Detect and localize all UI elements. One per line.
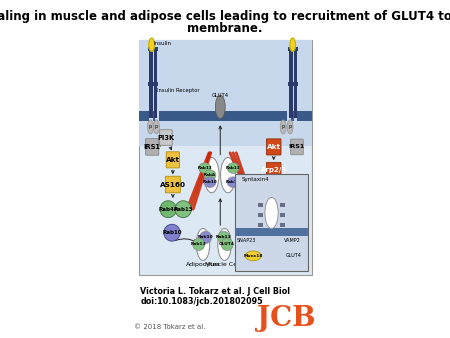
- FancyBboxPatch shape: [160, 130, 172, 145]
- Text: Rab13: Rab13: [226, 166, 240, 170]
- Bar: [288, 111, 291, 121]
- FancyBboxPatch shape: [266, 162, 281, 178]
- Text: Akt: Akt: [166, 157, 180, 163]
- Circle shape: [149, 38, 154, 51]
- Text: Munc18: Munc18: [243, 254, 263, 258]
- Text: p: p: [282, 124, 285, 129]
- Text: GLUT4: GLUT4: [212, 93, 229, 98]
- Bar: [257, 213, 264, 217]
- Circle shape: [280, 120, 286, 134]
- Circle shape: [287, 120, 293, 134]
- Text: Rab10: Rab10: [226, 180, 241, 184]
- Ellipse shape: [164, 224, 180, 241]
- Bar: [139, 40, 311, 275]
- FancyBboxPatch shape: [266, 187, 281, 203]
- FancyBboxPatch shape: [266, 139, 281, 155]
- Circle shape: [290, 38, 296, 51]
- Text: © 2018 Tokarz et al.: © 2018 Tokarz et al.: [134, 324, 206, 330]
- Text: Syntaxin4: Syntaxin4: [242, 177, 269, 182]
- Circle shape: [218, 228, 231, 261]
- Text: p: p: [288, 124, 292, 129]
- Ellipse shape: [245, 251, 261, 261]
- Text: Rab10: Rab10: [202, 180, 217, 184]
- Text: AS160: AS160: [160, 182, 186, 188]
- Ellipse shape: [193, 238, 205, 250]
- Circle shape: [215, 95, 225, 119]
- Ellipse shape: [160, 201, 176, 218]
- Text: GLUT4: GLUT4: [286, 254, 302, 258]
- Text: Rab13: Rab13: [191, 242, 207, 246]
- Text: PI3K: PI3K: [158, 135, 175, 141]
- Text: Adipocytes: Adipocytes: [186, 262, 220, 267]
- Text: VAMP2: VAMP2: [284, 238, 301, 243]
- Bar: [155, 111, 158, 121]
- Circle shape: [220, 158, 235, 193]
- Bar: [288, 47, 298, 51]
- Circle shape: [196, 228, 210, 261]
- Ellipse shape: [227, 177, 239, 188]
- Bar: [139, 111, 311, 121]
- Text: SNAP23: SNAP23: [237, 238, 256, 243]
- Bar: [149, 47, 153, 118]
- Ellipse shape: [175, 201, 191, 218]
- Bar: [289, 47, 292, 118]
- Bar: [153, 47, 157, 118]
- Text: Rab10: Rab10: [198, 235, 213, 239]
- Text: Rab13: Rab13: [198, 166, 212, 170]
- Circle shape: [265, 197, 278, 228]
- Ellipse shape: [221, 238, 233, 250]
- Text: Cofilin: Cofilin: [261, 192, 287, 198]
- Text: Akt: Akt: [267, 144, 281, 150]
- FancyBboxPatch shape: [145, 139, 159, 155]
- Bar: [148, 47, 158, 51]
- Bar: [293, 111, 297, 121]
- Circle shape: [148, 120, 153, 134]
- Circle shape: [204, 158, 219, 193]
- Text: Rab13: Rab13: [216, 235, 231, 239]
- Ellipse shape: [204, 170, 216, 180]
- Bar: [288, 82, 298, 86]
- Bar: [148, 82, 158, 86]
- Text: Muscle Cells: Muscle Cells: [205, 262, 244, 267]
- FancyBboxPatch shape: [291, 139, 303, 155]
- Ellipse shape: [199, 231, 211, 243]
- Text: Insulin: Insulin: [154, 41, 172, 46]
- Text: Victoria L. Tokarz et al. J Cell Biol: Victoria L. Tokarz et al. J Cell Biol: [140, 287, 291, 296]
- Text: membrane.: membrane.: [187, 22, 263, 35]
- Bar: [279, 213, 285, 217]
- Ellipse shape: [204, 177, 216, 188]
- Text: Arp2/3: Arp2/3: [261, 167, 287, 173]
- Text: p: p: [155, 124, 158, 129]
- Text: Insulin signaling in muscle and adipose cells leading to recruitment of GLUT4 to: Insulin signaling in muscle and adipose …: [0, 10, 450, 23]
- Text: p: p: [149, 124, 152, 129]
- FancyBboxPatch shape: [166, 152, 180, 168]
- Ellipse shape: [199, 163, 211, 173]
- Ellipse shape: [227, 163, 239, 173]
- Text: doi:10.1083/jcb.201802095: doi:10.1083/jcb.201802095: [140, 297, 263, 306]
- Bar: [139, 40, 311, 146]
- Text: RabA: RabA: [204, 173, 216, 177]
- Bar: [235, 227, 308, 236]
- Bar: [279, 203, 285, 207]
- Ellipse shape: [218, 231, 230, 243]
- Bar: [148, 111, 153, 121]
- Bar: [294, 47, 297, 118]
- Bar: [235, 174, 308, 271]
- Text: IRS1: IRS1: [144, 144, 161, 150]
- Text: Insulin Receptor: Insulin Receptor: [158, 88, 200, 93]
- Text: IRS1: IRS1: [289, 144, 305, 149]
- Bar: [257, 203, 264, 207]
- Bar: [257, 223, 264, 226]
- Bar: [279, 223, 285, 226]
- Text: Rab4A: Rab4A: [158, 207, 178, 212]
- Text: Rab13: Rab13: [173, 207, 193, 212]
- Text: JCB: JCB: [257, 305, 316, 332]
- Text: GLUT4: GLUT4: [219, 242, 235, 246]
- FancyBboxPatch shape: [165, 176, 180, 193]
- Circle shape: [153, 120, 159, 134]
- Text: Rab10: Rab10: [162, 230, 182, 235]
